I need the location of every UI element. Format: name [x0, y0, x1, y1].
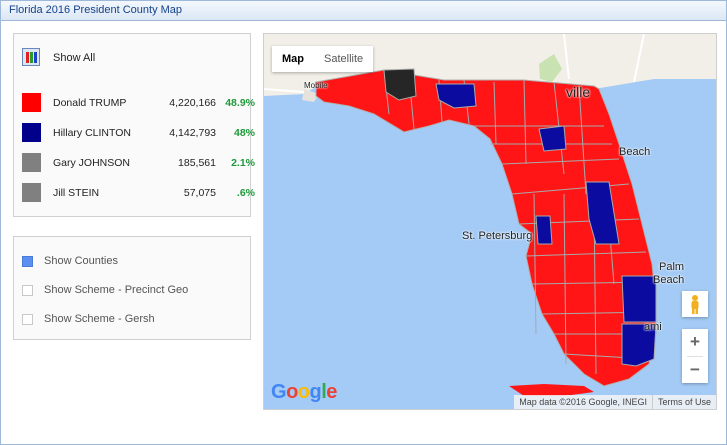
city-label: Palm	[659, 261, 685, 273]
zoom-in-button[interactable]: +	[690, 332, 700, 351]
blue-county[interactable]	[621, 275, 657, 323]
option-label: Show Counties	[44, 255, 118, 267]
option-label: Show Scheme - Gersh	[44, 313, 155, 325]
color-swatch	[22, 183, 41, 202]
city-label: St. Petersburg	[462, 230, 533, 242]
candidate-votes: 4,142,793	[169, 127, 216, 139]
blue-county[interactable]	[538, 125, 567, 152]
show-all-label: Show All	[53, 52, 96, 64]
blue-county[interactable]	[585, 181, 620, 245]
terms-of-use-link[interactable]: Terms of Use	[651, 395, 716, 409]
map-attribution-bar: Map data ©2016 Google, INEGI Terms of Us…	[514, 395, 716, 409]
color-swatch	[22, 123, 41, 142]
candidate-votes: 185,561	[178, 157, 216, 169]
street-view-pegman-button[interactable]	[682, 291, 708, 317]
candidate-percent: .6%	[236, 187, 255, 199]
land-area	[302, 89, 319, 102]
candidate-percent: 48%	[233, 127, 255, 139]
gersh-option[interactable]: Show Scheme - Gersh	[22, 312, 242, 330]
window-title: Florida 2016 President County Map	[9, 4, 183, 16]
precinct-geo-option[interactable]: Show Scheme - Precinct Geo	[22, 283, 242, 301]
candidate-votes: 57,075	[183, 187, 216, 199]
candidate-percent: 48.9%	[225, 97, 255, 109]
zoom-separator	[687, 356, 703, 357]
pegman-icon	[691, 295, 699, 314]
candidate-row-johnson[interactable]: Gary JOHNSON 185,561 2.1%	[22, 153, 255, 173]
title-bar: Florida 2016 President County Map	[1, 1, 726, 21]
candidate-percent: 2.1%	[231, 157, 255, 169]
candidate-row-trump[interactable]: Donald TRUMP 4,220,166 48.9%	[22, 93, 255, 113]
precinct-geo-checkbox[interactable]	[22, 285, 33, 296]
city-label: ville	[566, 84, 591, 100]
blue-county[interactable]	[435, 83, 477, 109]
candidate-row-clinton[interactable]: Hillary CLINTON 4,142,793 48%	[22, 123, 255, 143]
city-label: Beach	[653, 274, 685, 286]
zoom-out-button[interactable]: −	[690, 360, 700, 379]
google-logo[interactable]: Google	[271, 381, 337, 403]
road-lines	[264, 34, 645, 93]
map-type-map-button[interactable]: Map	[282, 53, 304, 65]
blue-county[interactable]	[621, 323, 657, 367]
show-counties-checkbox[interactable]	[22, 256, 33, 267]
gray-county[interactable]	[383, 68, 417, 101]
display-options-panel: Show Counties Show Scheme - Precinct Geo…	[13, 236, 251, 340]
candidate-panel: Show All Donald TRUMP 4,220,166 48.9% Hi…	[13, 33, 255, 217]
candidate-name: Hillary CLINTON	[53, 127, 131, 139]
candidate-row-stein[interactable]: Jill STEIN 57,075 .6%	[22, 183, 255, 203]
multicolor-bars-icon	[22, 48, 40, 66]
color-swatch	[22, 153, 41, 172]
candidate-votes: 4,220,166	[169, 97, 216, 109]
map-type-satellite-button[interactable]: Satellite	[324, 53, 364, 65]
florida-counties[interactable]	[315, 69, 657, 387]
show-counties-option[interactable]: Show Counties	[22, 254, 242, 272]
city-label: Beach	[619, 146, 651, 158]
zoom-control: + −	[682, 329, 708, 383]
color-swatch	[22, 93, 41, 112]
candidate-name: Donald TRUMP	[53, 97, 127, 109]
map-canvas[interactable]	[264, 34, 716, 409]
blue-county[interactable]	[535, 215, 553, 245]
gersh-checkbox[interactable]	[22, 314, 33, 325]
candidate-name: Gary JOHNSON	[53, 157, 131, 169]
county-map[interactable]: Map Satellite ville Beach St. Petersburg…	[263, 33, 717, 410]
candidate-name: Jill STEIN	[53, 187, 100, 199]
city-label: ami	[644, 321, 662, 333]
land-area	[264, 34, 716, 96]
option-label: Show Scheme - Precinct Geo	[44, 284, 189, 296]
park-area	[539, 54, 562, 82]
keys-county[interactable]	[509, 384, 594, 396]
city-label: Mobile	[304, 81, 328, 90]
map-type-control: Map Satellite	[272, 46, 374, 72]
map-data-attribution: Map data ©2016 Google, INEGI	[519, 397, 647, 407]
